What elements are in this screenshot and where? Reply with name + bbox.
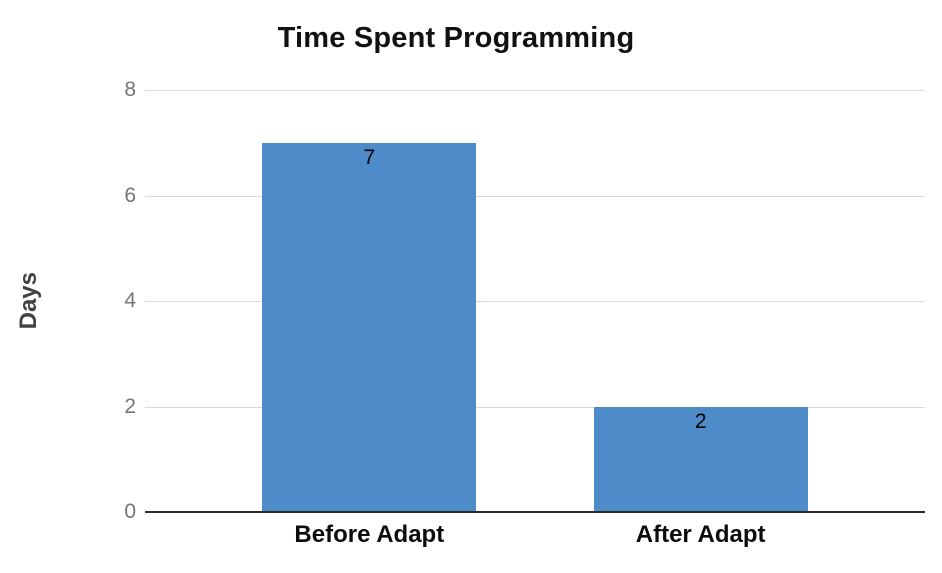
x-axis-line (145, 511, 925, 513)
category-label: After Adapt (635, 521, 766, 548)
y-tick-label: 2 (124, 394, 136, 418)
x-axis-labels: Before Adapt After Adapt (145, 521, 925, 549)
bar-value-label: 7 (363, 145, 376, 169)
gridline (145, 90, 925, 91)
gridline (145, 406, 925, 408)
gridline (145, 195, 925, 197)
y-tick-label: 4 (124, 289, 136, 312)
y-tick-label: 6 (124, 183, 136, 207)
chart-title: Time Spent Programming (277, 22, 635, 54)
bar: 7 (262, 142, 477, 512)
y-axis-ticks: 0 2 4 6 8 (0, 78, 136, 523)
y-tick-label: 0 (124, 500, 136, 523)
category-label: Before Adapt (294, 521, 445, 548)
bar: 2 (593, 406, 808, 512)
y-tick-label: 8 (124, 78, 136, 101)
bar-value-label: 2 (694, 409, 707, 433)
gridline (145, 301, 925, 302)
